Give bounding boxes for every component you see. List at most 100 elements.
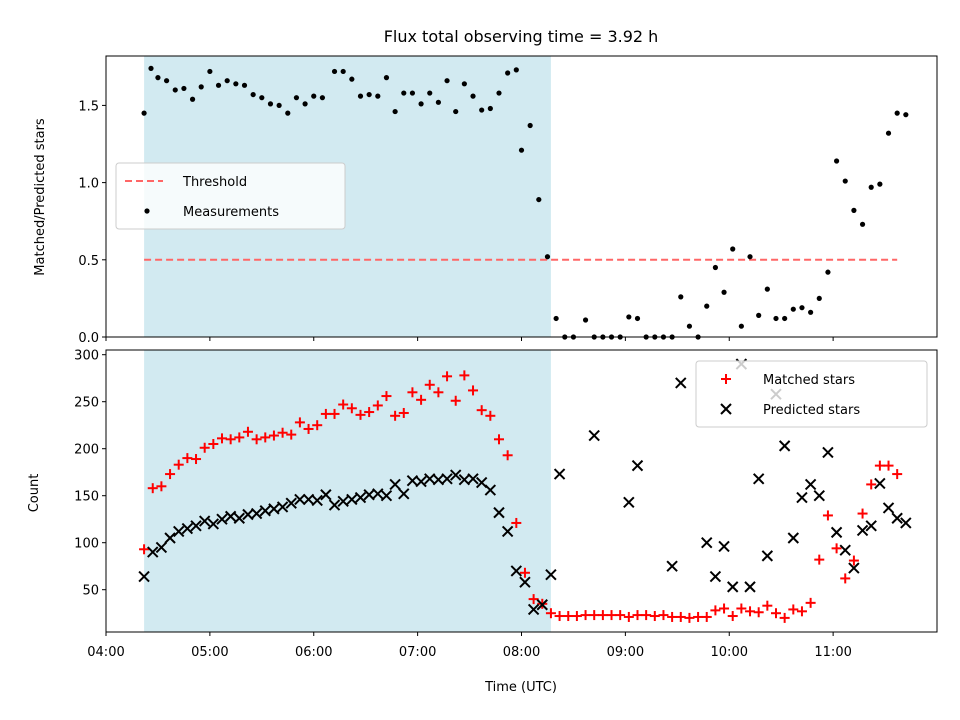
measurement-point — [319, 95, 326, 101]
measurement-point — [756, 312, 762, 318]
predicted-star-marker — [727, 581, 739, 593]
x-stroke — [848, 562, 860, 574]
x-stroke — [727, 581, 739, 593]
x-stroke — [510, 565, 523, 577]
matched-star-marker — [355, 409, 366, 420]
predicted-star-marker — [276, 501, 289, 513]
matched-star-marker — [442, 371, 453, 382]
x-stroke — [250, 507, 263, 520]
matched-star-marker — [234, 432, 245, 443]
matched-star-marker — [502, 450, 513, 461]
measurement-point — [340, 68, 346, 75]
measurement-point — [536, 196, 542, 203]
x-stroke — [285, 497, 297, 509]
measurement-point — [215, 82, 222, 88]
measurement-point — [553, 315, 559, 322]
matched-star-marker — [831, 543, 842, 554]
matched-star-marker — [519, 567, 530, 578]
x-stroke — [796, 491, 808, 504]
x-stroke — [259, 505, 271, 517]
measurement-point — [894, 110, 900, 116]
matched-star-marker — [485, 410, 496, 421]
predicted-star-marker — [778, 440, 791, 452]
matched-star-marker — [545, 608, 556, 619]
matched-star-marker — [866, 479, 877, 490]
x-stroke — [216, 513, 228, 525]
matched-star-marker — [658, 610, 669, 621]
measurement-point — [704, 303, 710, 309]
predicted-star-marker — [536, 599, 548, 611]
predicted-star-marker — [484, 484, 497, 496]
y-tick-label: 250 — [74, 396, 99, 411]
measurement-point — [695, 334, 701, 340]
predicted-star-marker — [830, 526, 843, 539]
matched-star-marker — [476, 405, 487, 416]
measurement-point — [141, 110, 147, 116]
matched-star-marker — [208, 439, 219, 449]
x-stroke — [545, 568, 557, 581]
x-stroke — [804, 478, 817, 491]
matched-star-marker — [381, 391, 392, 402]
measurement-point — [764, 286, 770, 292]
matched-star-marker — [364, 407, 375, 418]
measurement-point — [712, 264, 719, 271]
predicted-star-marker — [848, 562, 860, 574]
measurement-point — [608, 334, 615, 340]
predicted-star-marker — [294, 493, 306, 506]
measurement-point — [570, 334, 577, 340]
measurement-point — [738, 323, 744, 329]
measurement-point — [366, 91, 372, 98]
predicted-star-marker — [328, 499, 341, 511]
x-stroke — [450, 469, 462, 481]
matched-star-marker — [710, 605, 721, 616]
y-tick-label: 1.0 — [78, 177, 99, 192]
predicted-star-marker — [787, 532, 800, 544]
measurement-point — [643, 334, 649, 340]
x-stroke — [519, 576, 531, 588]
measurement-point — [782, 315, 788, 322]
x-stroke — [198, 515, 211, 527]
legend-box — [695, 360, 928, 428]
matched-star-marker — [684, 612, 695, 623]
matched-star-marker — [468, 385, 479, 396]
x-stroke — [631, 459, 644, 472]
x-stroke — [389, 478, 401, 491]
predicted-star-marker — [380, 489, 393, 502]
x-stroke — [874, 477, 886, 490]
matched-star-marker — [199, 442, 210, 453]
x-stroke — [346, 493, 358, 506]
predicted-star-marker — [545, 568, 557, 581]
matched-star-marker — [390, 410, 401, 421]
predicted-star-marker — [510, 565, 523, 577]
measurement-point — [582, 317, 589, 323]
predicted-star-marker — [709, 570, 722, 583]
x-tick-label: 04:00 — [87, 645, 124, 660]
measurement-point — [686, 323, 693, 329]
measurement-point — [527, 122, 533, 129]
predicted-star-marker — [398, 488, 410, 500]
matched-star-marker — [511, 517, 522, 528]
predicted-star-marker — [311, 494, 323, 507]
matched-star-marker — [191, 454, 202, 465]
matched-star-marker — [675, 611, 686, 622]
matched-star-marker — [182, 453, 193, 464]
x-stroke — [493, 506, 505, 519]
x-stroke — [484, 484, 497, 496]
x-tick-label: 11:00 — [814, 645, 851, 660]
predicted-star-marker — [224, 510, 237, 523]
x-stroke — [467, 473, 479, 485]
x-stroke — [527, 603, 540, 616]
measurement-point — [181, 85, 187, 92]
x-stroke — [701, 536, 713, 549]
predicted-star-marker — [874, 477, 886, 490]
y-tick-label: 0.0 — [78, 331, 99, 346]
matched-star-marker — [701, 611, 712, 622]
matched-star-marker — [156, 481, 167, 492]
measurement-point — [302, 101, 308, 107]
measurement-point — [851, 207, 857, 213]
measurement-point — [444, 78, 450, 84]
measurement-point — [487, 105, 493, 112]
predicted-star-marker — [372, 488, 384, 500]
predicted-star-marker — [675, 377, 687, 389]
predicted-star-marker — [207, 518, 220, 530]
